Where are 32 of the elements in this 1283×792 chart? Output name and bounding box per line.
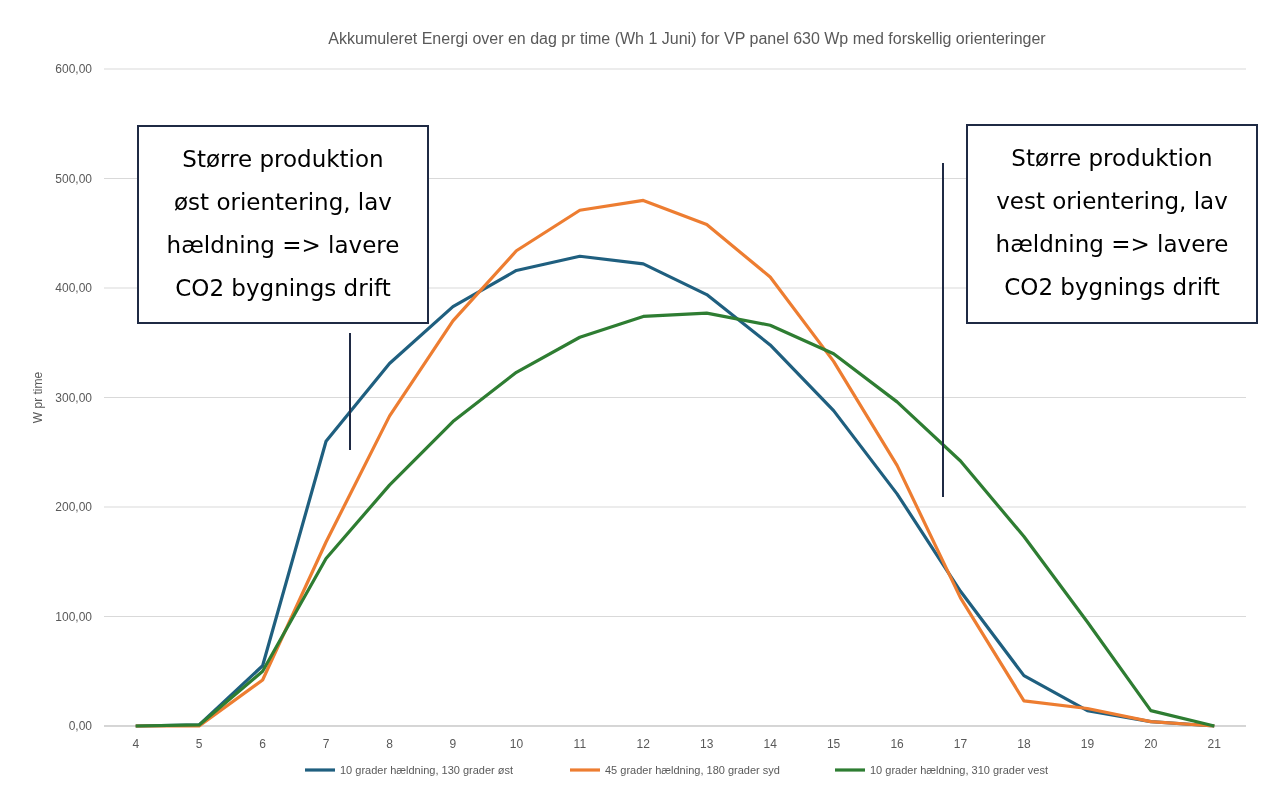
- x-tick-label: 18: [1017, 737, 1031, 751]
- x-tick-label: 17: [953, 737, 968, 751]
- x-tick-label: 15: [826, 737, 841, 751]
- annotation: Større produktion øst orientering, lav hældning => lavere CO2 bygnings drift: [166, 146, 400, 301]
- y-tick-label: 500,00: [55, 171, 93, 186]
- x-tick-label: 13: [700, 737, 714, 751]
- legend-label: 10 grader hældning, 130 grader øst: [340, 764, 514, 776]
- y-tick-label: 400,00: [55, 281, 93, 295]
- x-tick-label: 7: [322, 737, 330, 751]
- x-tick-label: 10: [509, 737, 524, 751]
- x-tick-label: 11: [573, 737, 587, 751]
- x-tick-label: 9: [449, 737, 457, 751]
- y-axis-title: W pr time: [31, 371, 45, 424]
- x-tick-label: 16: [890, 737, 905, 751]
- x-tick-label: 6: [259, 737, 267, 751]
- y-tick-label: 300,00: [55, 390, 93, 405]
- x-tick-label: 20: [1144, 737, 1158, 751]
- chart-title: Akkumuleret Energi over en dag pr time (Wh 1 Juni) for VP panel 630 Wp med forskellig orienteringer: [328, 30, 1047, 47]
- x-tick-label: 8: [386, 737, 394, 751]
- y-tick-label: 0,00: [68, 719, 93, 733]
- x-tick-label: 19: [1080, 737, 1095, 751]
- x-tick-label: 5: [195, 737, 203, 751]
- x-tick-label: 21: [1207, 737, 1222, 751]
- y-tick-label: 100,00: [55, 609, 93, 624]
- x-tick-label: 4: [132, 737, 140, 751]
- legend-label: 45 grader hældning, 180 grader syd: [605, 764, 780, 776]
- y-tick-label: 200,00: [55, 500, 93, 514]
- x-tick-label: 12: [636, 737, 651, 751]
- y-tick-label: 600,00: [55, 62, 93, 76]
- x-tick-label: 14: [763, 737, 778, 751]
- legend-label: 10 grader hældning, 310 grader vest: [870, 764, 1048, 776]
- annotation: Større produktion vest orientering, lav hældning => lavere CO2 bygnings drift: [995, 145, 1229, 300]
